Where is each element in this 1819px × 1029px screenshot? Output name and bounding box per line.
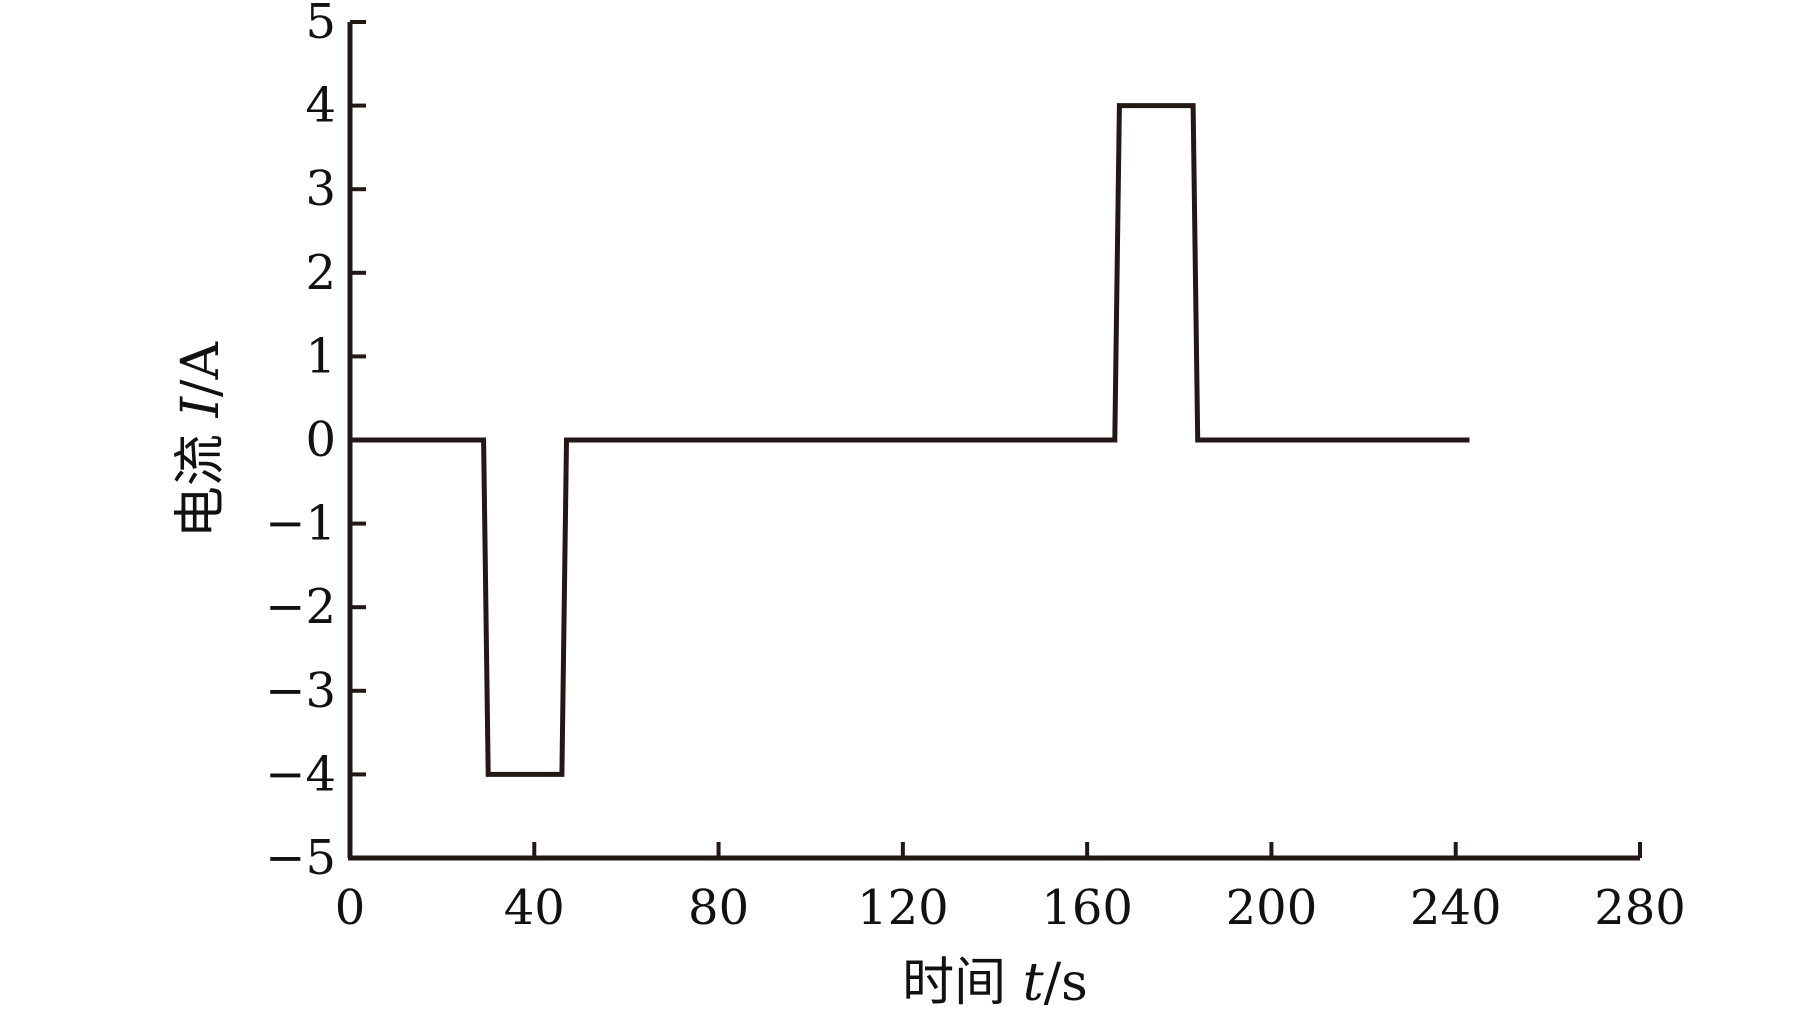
y-ticks [350,20,366,860]
x-tick-label: 280 [1594,880,1686,936]
y-tick-label: −2 [265,579,336,635]
y-tick-label: 4 [305,78,336,134]
y-tick-label: 3 [305,161,336,217]
series-layer [350,103,1470,777]
x-tick-labels: 0 40 80 120 160 200 240 280 [335,880,1686,936]
y-tick-label: 2 [305,245,336,301]
x-tick-label: 120 [857,880,949,936]
y-tick-label: 1 [305,328,336,384]
y-tick-labels: 5 4 3 2 1 0 −1 −2 −3 −4 −5 [265,0,336,886]
x-tick-label: 80 [688,880,749,936]
x-tick-label: 40 [504,880,565,936]
series-line-0 [350,103,1470,777]
y-axis-title: 电流 I/A [171,340,231,538]
x-axis-title: 时间 t/s [902,953,1088,1013]
y-tick-label: −3 [265,663,336,719]
y-tick-label: 0 [305,412,336,468]
y-tick-label: −5 [265,830,336,886]
x-ticks [348,842,1642,858]
x-tick-label: 240 [1410,880,1502,936]
x-tick-label: 160 [1041,880,1133,936]
y-tick-label: −4 [265,746,336,802]
y-tick-label: −1 [265,496,336,552]
y-tick-label: 5 [305,0,336,50]
x-tick-label: 200 [1226,880,1318,936]
x-tick-label: 0 [335,880,366,936]
